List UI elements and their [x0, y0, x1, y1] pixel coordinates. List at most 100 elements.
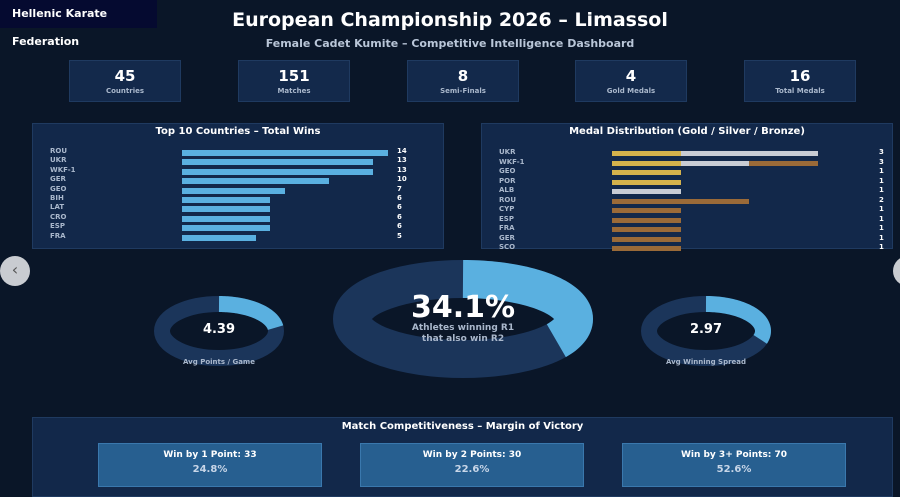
- donut-value-arc: [462, 260, 594, 358]
- margin-card-2-points: Win by 2 Points: 30 22.6%: [360, 443, 584, 487]
- bar-value-label: 7: [397, 184, 402, 193]
- card-percent: 22.6%: [454, 464, 490, 475]
- page-subtitle: Female Cadet Kumite – Competitive Intell…: [265, 37, 635, 50]
- bar-category-label: POR: [499, 176, 516, 185]
- bar-segment-bronze: [749, 160, 818, 166]
- bar-segment-bronze: [612, 198, 750, 204]
- bar-value-label: 14: [397, 147, 407, 155]
- bar-segment-silver: [680, 160, 750, 166]
- bar: [182, 206, 271, 213]
- page-title: European Championship 2026 – Limassol: [232, 9, 668, 31]
- bar-category-label: GEO: [499, 167, 516, 175]
- next-arrow-icon[interactable]: ›: [893, 256, 900, 286]
- prev-arrow-icon[interactable]: ‹: [0, 256, 30, 286]
- card-label: Win by 2 Points: 30: [422, 450, 522, 460]
- bar: [182, 159, 374, 166]
- chart-title: Top 10 Countries – Total Wins: [155, 126, 321, 137]
- avg-points-donut: [154, 296, 284, 366]
- card-label: Win by 3+ Points: 70: [680, 450, 788, 460]
- bar-segment-bronze: [612, 236, 681, 242]
- bar-value-label: 1: [879, 243, 884, 251]
- donut-caption: Avg Points / Game: [183, 358, 255, 366]
- main-donut: [333, 260, 594, 378]
- kpi-label: Matches: [277, 87, 311, 95]
- donut-value: 2.97: [689, 322, 723, 337]
- bar-value-label: 6: [397, 222, 402, 231]
- donut-caption-line-1: Athletes winning R1: [411, 323, 515, 333]
- bar-category-label: SCO: [499, 243, 516, 251]
- bar-value-label: 13: [397, 156, 407, 165]
- bar-segment-gold: [612, 160, 681, 166]
- kpi-value: 16: [789, 67, 811, 85]
- bar-segment-gold: [612, 179, 681, 185]
- donut-value: 34.1%: [410, 290, 516, 325]
- bar-category-label: WKF-1: [499, 157, 525, 166]
- chart-title: Medal Distribution (Gold / Silver / Bron…: [569, 126, 805, 137]
- bar-segment-gold: [612, 151, 681, 156]
- bar-segment-bronze: [612, 227, 681, 232]
- donut-value: 4.39: [202, 322, 236, 337]
- kpi-label: Total Medals: [775, 87, 825, 95]
- donut-value-arc: [218, 296, 284, 330]
- bar: [182, 215, 271, 222]
- bar-value-label: 6: [397, 212, 402, 221]
- bar-value-label: 2: [879, 195, 884, 204]
- bar-category-label: ESP: [50, 222, 65, 231]
- bar-segment-bronze: [612, 217, 681, 223]
- bar-value-label: 1: [879, 167, 884, 175]
- bar: [182, 168, 374, 175]
- bar-category-label: GER: [50, 175, 66, 184]
- bar-value-label: 6: [397, 194, 402, 202]
- donut-caption: Avg Winning Spread: [665, 358, 747, 366]
- bar-value-label: 3: [879, 148, 884, 156]
- avg-spread-donut: [641, 296, 772, 366]
- bar-category-label: GER: [499, 233, 515, 242]
- bar-value-label: 6: [397, 203, 402, 212]
- kpi-label: Gold Medals: [606, 87, 656, 95]
- bar: [182, 178, 330, 185]
- bar-category-label: GEO: [50, 184, 67, 193]
- margin-card-1-point: Win by 1 Point: 33 24.8%: [98, 443, 322, 487]
- bar: [182, 187, 285, 194]
- donut-caption-line-2: that also win R2: [421, 334, 505, 344]
- donut-value-arc: [705, 296, 772, 344]
- bar-category-label: CRO: [50, 212, 67, 221]
- bar-value-label: 3: [879, 157, 884, 166]
- bar-segment-bronze: [612, 246, 681, 251]
- bar-value-label: 1: [879, 214, 884, 223]
- top-countries-chart: Top 10 Countries – Total Wins ROU 14 UKR 13…: [32, 123, 444, 249]
- bar: [182, 234, 256, 241]
- kpi-label: Semi-Finals: [440, 87, 486, 95]
- bar-value-label: 1: [879, 205, 884, 213]
- bar-value-label: 5: [397, 231, 402, 240]
- brand-logo: Hellenic Karate Federation: [0, 0, 157, 48]
- kpi-card-total-medals: 16 Total Medals: [744, 60, 856, 102]
- bar-segment-silver: [680, 151, 818, 156]
- bar-category-label: ESP: [499, 214, 514, 223]
- kpi-label: Countries: [105, 87, 145, 95]
- card-label: Win by 1 Point: 33: [163, 450, 257, 460]
- bar-value-label: 1: [879, 176, 884, 185]
- bar-category-label: BIH: [50, 194, 64, 202]
- medal-distribution-chart: Medal Distribution (Gold / Silver / Bron…: [481, 123, 893, 251]
- bar-category-label: FRA: [499, 224, 515, 232]
- chart-title: Match Competitiveness – Margin of Victor…: [341, 421, 584, 432]
- card-percent: 24.8%: [192, 464, 228, 475]
- kpi-card-matches: 151 Matches: [238, 60, 350, 102]
- bar: [182, 150, 388, 156]
- kpi-value: 8: [457, 67, 469, 85]
- bar-category-label: FRA: [50, 231, 66, 240]
- bar-value-label: 13: [397, 165, 407, 174]
- bar-category-label: UKR: [499, 148, 516, 156]
- kpi-value: 151: [278, 67, 310, 85]
- kpi-card-gold-medals: 4 Gold Medals: [575, 60, 687, 102]
- kpi-card-semi-finals: 8 Semi-Finals: [407, 60, 519, 102]
- bar: [182, 197, 271, 203]
- bar-category-label: ROU: [499, 195, 517, 204]
- margin-card-3-plus-points: Win by 3+ Points: 70 52.6%: [622, 443, 846, 487]
- bar-value-label: 10: [397, 175, 407, 184]
- bar-category-label: UKR: [50, 156, 67, 165]
- bar-category-label: CYP: [499, 205, 515, 213]
- card-percent: 52.6%: [716, 464, 752, 475]
- kpi-value: 4: [625, 67, 637, 85]
